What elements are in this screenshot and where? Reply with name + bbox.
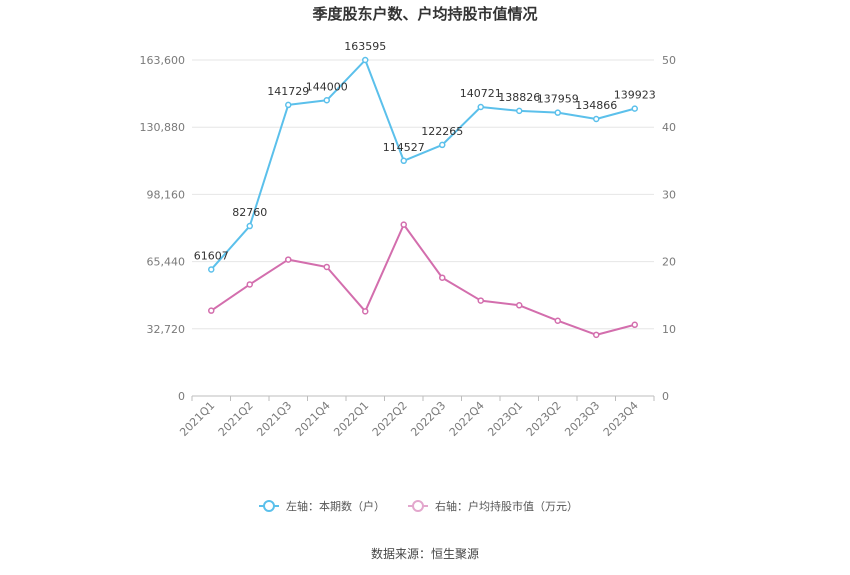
x-tick-label: 2023Q3 xyxy=(562,399,602,439)
data-label: 138826 xyxy=(498,91,540,104)
series-1-point xyxy=(439,274,446,281)
series-1-point xyxy=(516,302,523,309)
series-0-point xyxy=(554,109,561,116)
x-tick-label: 2023Q4 xyxy=(601,399,641,439)
series-0-point xyxy=(246,222,253,230)
left-tick-label: 0 xyxy=(178,390,185,403)
x-tick-label: 2021Q1 xyxy=(177,399,217,439)
legend-households-label: 左轴：本期数（户） xyxy=(286,499,385,513)
data-label: 137959 xyxy=(537,93,579,106)
left-tick-label: 163,600 xyxy=(140,54,186,67)
data-label: 122265 xyxy=(421,125,463,138)
x-tick-label: 2023Q1 xyxy=(485,399,525,439)
data-label: 163595 xyxy=(344,40,386,53)
series-0-point xyxy=(516,107,523,115)
data-label: 140721 xyxy=(460,87,502,100)
right-tick-label: 40 xyxy=(662,121,676,134)
data-label: 134866 xyxy=(575,99,617,112)
x-tick-label: 2023Q2 xyxy=(524,399,564,439)
right-tick-label: 0 xyxy=(662,390,669,403)
legend-households-marker xyxy=(263,500,275,512)
series-1-point xyxy=(362,308,369,315)
chart-title: 季度股东户数、户均持股市值情况 xyxy=(312,5,537,23)
series-line-1 xyxy=(210,223,636,336)
data-label: 141729 xyxy=(267,85,309,98)
x-tick-label: 2022Q1 xyxy=(331,399,371,439)
x-tick-label: 2022Q4 xyxy=(447,399,487,439)
right-axis: 0 10 20 30 40 50 xyxy=(662,54,676,403)
series-1-point xyxy=(554,317,561,324)
right-tick-label: 10 xyxy=(662,323,676,336)
series-0-point xyxy=(631,105,638,112)
x-tick-label: 2021Q2 xyxy=(216,399,256,439)
right-tick-label: 30 xyxy=(662,188,676,201)
x-tick-label: 2021Q4 xyxy=(293,399,333,439)
source-note: 数据来源：恒生聚源 xyxy=(371,546,479,561)
series-1-point xyxy=(593,331,600,339)
series-1-point xyxy=(285,256,292,263)
series-0-point xyxy=(593,115,600,123)
data-label: 139923 xyxy=(614,89,656,102)
left-tick-label: 98,160 xyxy=(147,188,186,201)
data-label: 82760 xyxy=(232,206,267,219)
series-0-point xyxy=(208,266,215,273)
series-0-point xyxy=(362,56,369,64)
series-line-0 xyxy=(210,59,636,271)
right-tick-label: 50 xyxy=(662,54,676,67)
series-1-point xyxy=(208,307,215,314)
series-0-point xyxy=(285,101,292,109)
legend[interactable]: 左轴：本期数（户） 右轴：户均持股市值（万元） xyxy=(259,499,578,513)
left-axis: 0 32,720 65,440 98,160 130,880 163,600 xyxy=(140,54,186,403)
series-0-point xyxy=(400,157,407,165)
series-0-point xyxy=(477,103,484,111)
x-tick-label: 2022Q2 xyxy=(370,399,410,439)
x-tick-label: 2022Q3 xyxy=(408,399,448,439)
right-tick-label: 20 xyxy=(662,256,676,269)
left-tick-label: 65,440 xyxy=(147,256,186,269)
series-1-point xyxy=(400,221,407,228)
x-axis: 2021Q12021Q22021Q32021Q42022Q12022Q22022… xyxy=(177,396,655,439)
data-label: 144000 xyxy=(306,80,348,93)
left-tick-label: 32,720 xyxy=(147,323,186,336)
series-1-point xyxy=(631,321,638,329)
legend-item-households[interactable]: 左轴：本期数（户） xyxy=(259,499,385,513)
series-0-point xyxy=(323,97,330,104)
legend-item-market-value[interactable]: 右轴：户均持股市值（万元） xyxy=(408,499,578,513)
series-1-point xyxy=(477,297,484,304)
x-tick-label: 2021Q3 xyxy=(254,399,294,439)
left-tick-label: 130,880 xyxy=(140,121,186,134)
data-label: 114527 xyxy=(383,141,425,154)
series-1-point xyxy=(246,281,253,288)
series-1-point xyxy=(323,263,330,271)
legend-market-value-label: 右轴：户均持股市值（万元） xyxy=(435,499,578,513)
data-label: 61607 xyxy=(194,249,229,262)
legend-market-value-marker xyxy=(412,500,424,512)
series-0-point xyxy=(439,141,446,149)
